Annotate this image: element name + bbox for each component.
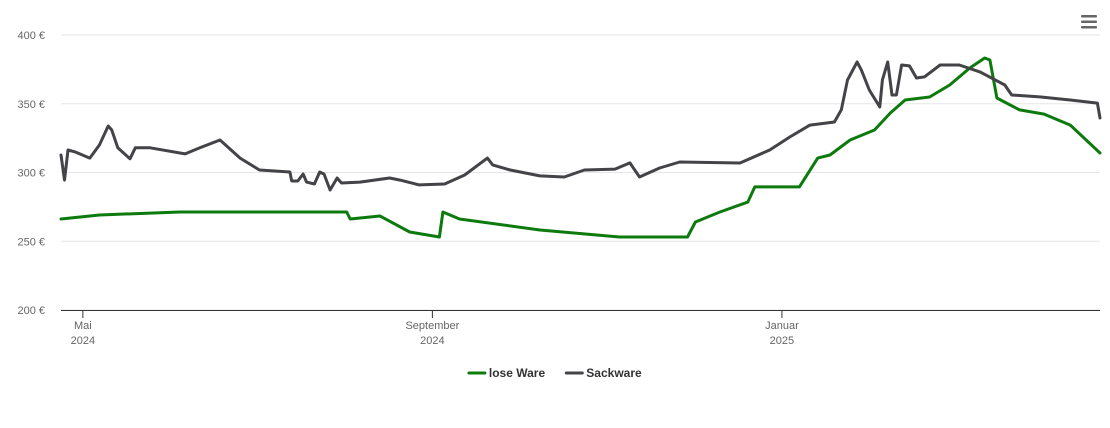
x-tick-label: 2024 (420, 335, 444, 347)
x-tick-label: Mai (74, 320, 92, 332)
series-line (59, 56, 1102, 239)
x-tick-label: 2025 (770, 335, 794, 347)
legend-item[interactable]: Sackware (564, 366, 642, 380)
legend-label: Sackware (586, 366, 642, 380)
y-tick-label: 200 € (17, 305, 45, 317)
series-line (59, 60, 1102, 192)
x-tick-label: September (405, 320, 459, 332)
y-tick-label: 400 € (17, 30, 45, 42)
x-tick-label: Januar (765, 320, 799, 332)
y-tick-label: 250 € (17, 236, 45, 248)
y-tick-label: 350 € (17, 99, 45, 111)
x-tick-label: 2024 (71, 335, 95, 347)
y-tick-label: 300 € (17, 168, 45, 180)
legend-item[interactable]: lose Ware (467, 366, 546, 380)
menu-button[interactable] (1081, 15, 1097, 29)
legend-label: lose Ware (489, 366, 546, 380)
